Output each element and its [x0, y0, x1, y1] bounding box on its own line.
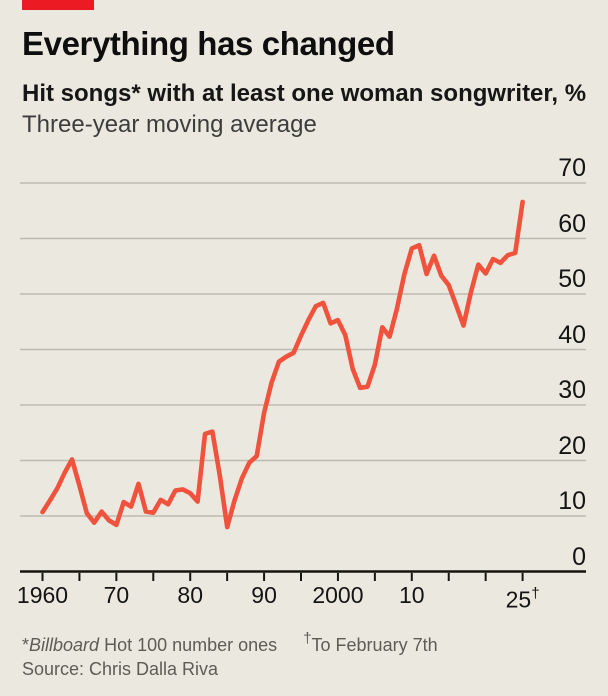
y-tick-label: 60	[558, 209, 586, 238]
x-tick-label: 70	[103, 582, 130, 608]
y-tick-label: 50	[558, 265, 586, 293]
footnote-dagger-text: To February 7th	[311, 635, 438, 655]
y-tick-label: 70	[558, 154, 586, 182]
y-tick-label: 20	[558, 431, 586, 460]
x-tick-label: 90	[251, 582, 277, 608]
chart-subtitle: Hit songs* with at least one woman songw…	[22, 80, 587, 107]
x-tick-label: 25†	[505, 585, 540, 613]
trend-line	[40, 199, 525, 530]
footnote: *Billboard Hot 100 number ones †To Februa…	[22, 629, 438, 656]
footnote-star: *	[22, 635, 30, 655]
x-tick-label: 80	[177, 582, 204, 608]
dagger-icon: †	[531, 585, 540, 602]
y-tick-label: 0	[572, 542, 586, 571]
y-tick-label: 10	[558, 487, 586, 515]
x-tick-label: 10	[399, 582, 425, 608]
dagger-icon: †	[303, 630, 312, 647]
footnote-rest: Hot 100 number ones	[99, 635, 278, 655]
y-tick-label: 40	[558, 320, 586, 349]
x-tick-label: 2000	[312, 582, 364, 608]
red-tab	[22, 0, 94, 10]
page-title: Everything has changed	[22, 25, 395, 62]
source-line: Source: Chris Dalla Riva	[22, 659, 219, 679]
x-tick-label: 1960	[16, 582, 69, 608]
chart-subtitle-note: Three-year moving average	[22, 111, 317, 138]
footnote-billboard: Billboard	[29, 635, 100, 655]
y-tick-label: 30	[558, 376, 586, 404]
